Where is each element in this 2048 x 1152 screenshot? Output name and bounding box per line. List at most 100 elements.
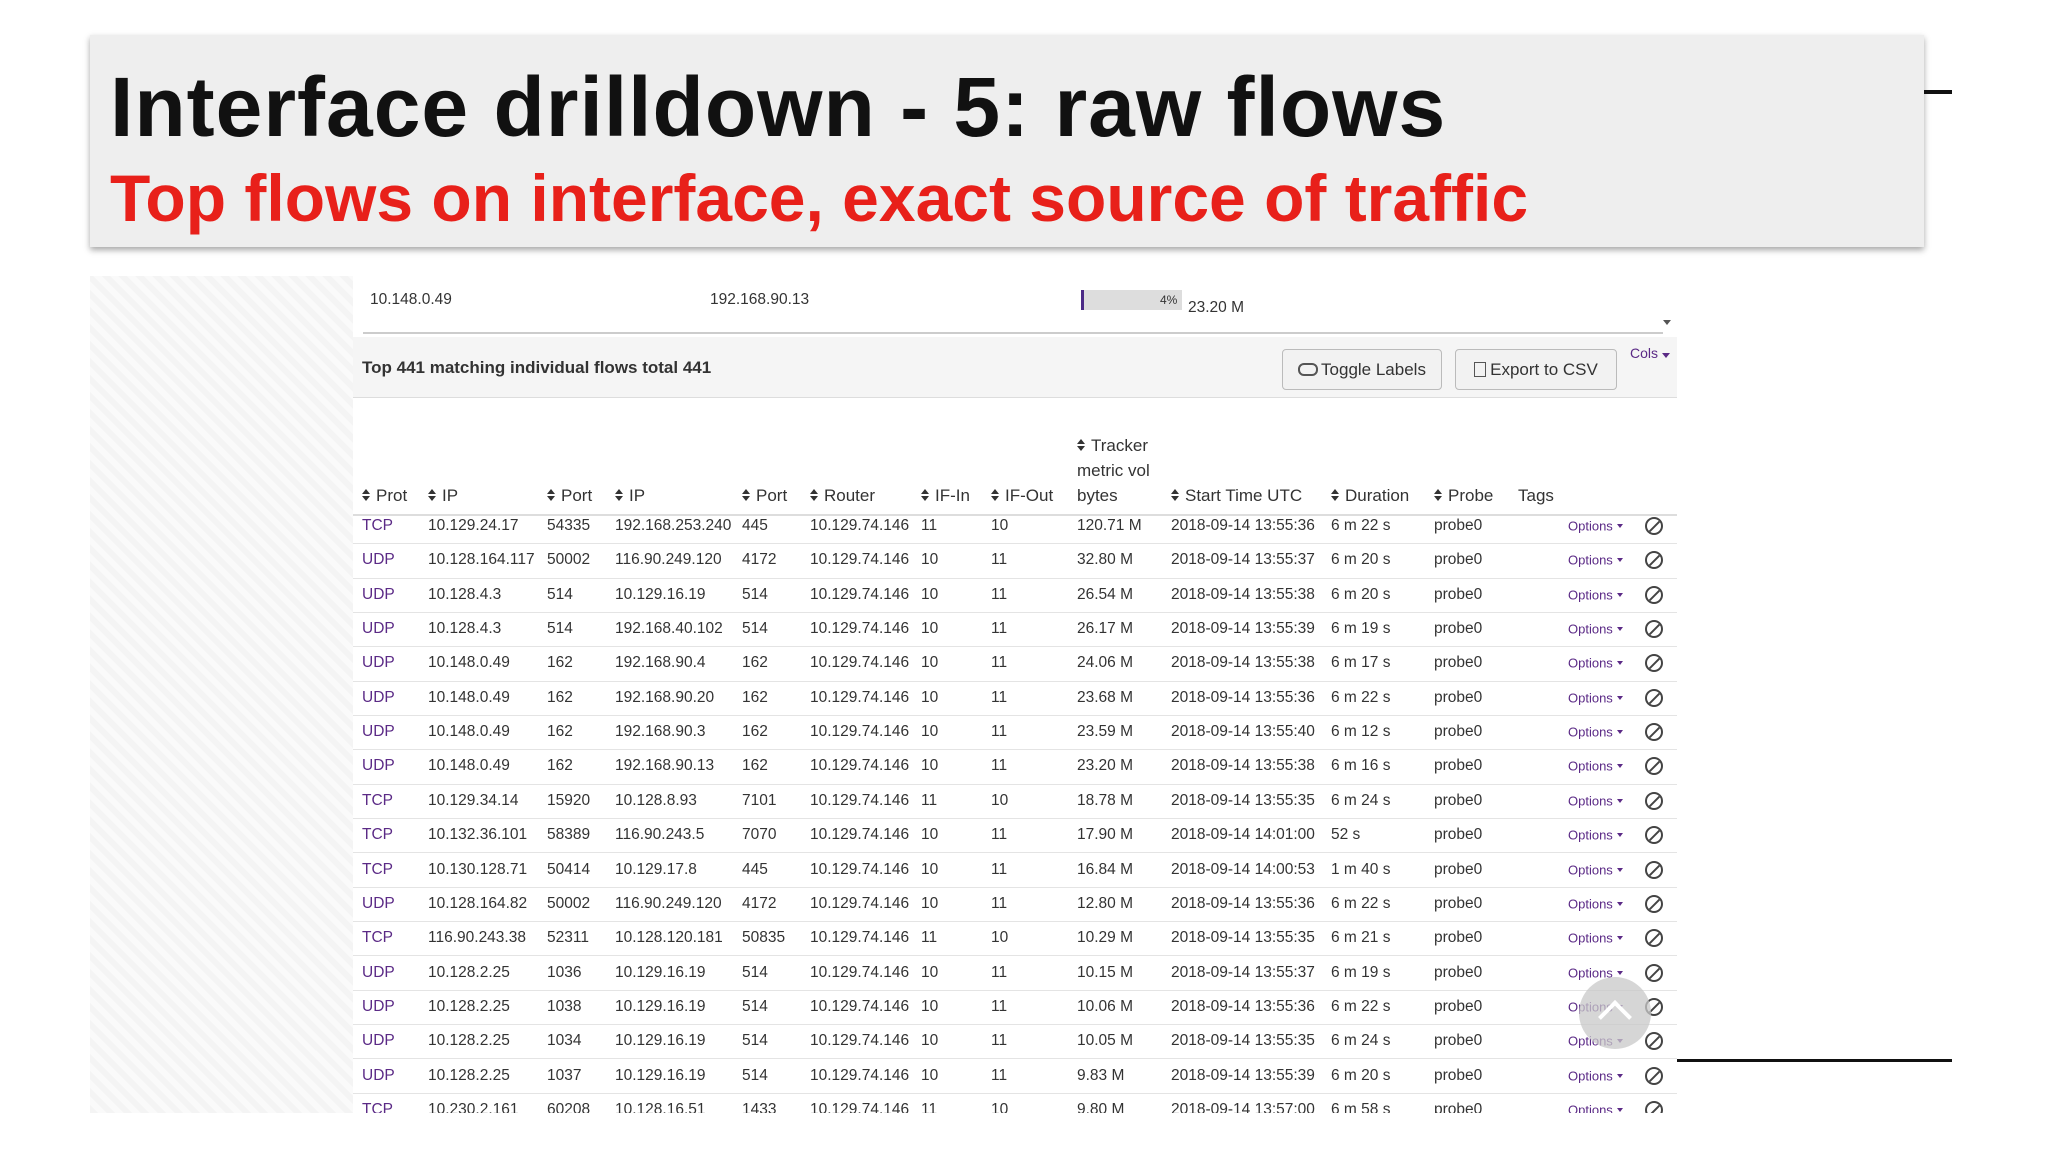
block-icon[interactable]	[1645, 929, 1663, 948]
table-cell[interactable]: UDP	[362, 723, 395, 741]
table-cell[interactable]: UDP	[362, 963, 395, 981]
block-icon[interactable]	[1645, 1066, 1663, 1085]
table-cell[interactable]: UDP	[362, 757, 395, 775]
options-menu[interactable]: Options	[1568, 827, 1613, 843]
column-header[interactable]: Tracker metric vol bytes	[1077, 436, 1150, 505]
table-cell: 11	[991, 551, 1008, 569]
table-cell: 2018-09-14 13:55:37	[1171, 963, 1315, 981]
block-icon[interactable]	[1645, 688, 1663, 707]
column-header[interactable]: Port	[742, 483, 787, 508]
sort-icon	[921, 489, 929, 494]
options-menu[interactable]: Options	[1568, 965, 1613, 981]
block-icon[interactable]	[1645, 585, 1663, 604]
sort-icon	[810, 496, 818, 501]
block-icon[interactable]	[1645, 1032, 1663, 1051]
table-cell[interactable]: UDP	[362, 688, 395, 706]
row-separator	[353, 783, 1677, 785]
bar-value: 23.20 M	[1188, 299, 1245, 316]
block-icon[interactable]	[1645, 860, 1663, 879]
table-cell[interactable]: UDP	[362, 997, 395, 1015]
table-cell[interactable]: TCP	[362, 517, 393, 534]
table-cell: 192.168.90.4	[615, 654, 706, 672]
caret	[1617, 833, 1623, 838]
options-menu[interactable]: Options	[1568, 862, 1613, 877]
block-icon[interactable]	[1645, 894, 1663, 913]
table-cell: 6 m 20 s	[1331, 1066, 1391, 1084]
table-cell: 10.132.36.101	[428, 826, 528, 844]
options-menu[interactable]: Options	[1568, 1102, 1613, 1113]
options-menu[interactable]: Options	[1568, 930, 1613, 946]
column-header[interactable]: IP	[428, 483, 458, 508]
table-cell[interactable]: UDP	[362, 654, 395, 672]
column-header[interactable]: Router	[810, 483, 875, 508]
toggle-labels-button[interactable]: Toggle Labels	[1282, 349, 1442, 390]
column-header[interactable]: Start Time UTC	[1171, 483, 1302, 508]
table-cell: 10.130.128.71	[428, 860, 528, 878]
table-cell: 1037	[547, 1066, 582, 1084]
table-cell[interactable]: TCP	[362, 826, 393, 844]
table-cell: 162	[742, 757, 768, 775]
table-cell: 10.06 M	[1077, 997, 1134, 1015]
table-cell[interactable]: UDP	[362, 1066, 395, 1084]
export-csv-button[interactable]: Export to CSV	[1455, 349, 1617, 390]
block-icon[interactable]	[1645, 963, 1663, 982]
column-header: Tags	[1518, 486, 1554, 505]
table-cell[interactable]: UDP	[362, 620, 395, 638]
column-header[interactable]: IP	[615, 483, 645, 508]
cols-menu[interactable]: Cols	[1630, 345, 1659, 361]
table-cell[interactable]: TCP	[362, 791, 393, 809]
table-cell: 514	[742, 1032, 768, 1050]
table-cell: 2018-09-14 13:55:36	[1171, 894, 1315, 912]
options-menu[interactable]: Options	[1568, 552, 1613, 568]
block-icon[interactable]	[1645, 826, 1663, 845]
table-cell[interactable]: UDP	[362, 894, 395, 912]
row-separator	[353, 543, 1677, 545]
block-icon[interactable]	[1645, 620, 1663, 639]
block-icon[interactable]	[1645, 551, 1663, 570]
table-cell: 10.129.74.146	[810, 1100, 910, 1113]
options-menu[interactable]: Options	[1568, 518, 1613, 534]
options-menu[interactable]: Options	[1568, 793, 1613, 809]
sort-icon	[1171, 489, 1179, 494]
table-cell: 6 m 20 s	[1331, 585, 1391, 603]
block-icon[interactable]	[1645, 791, 1663, 810]
table-cell[interactable]: TCP	[362, 860, 393, 878]
block-icon[interactable]	[1645, 757, 1663, 776]
options-menu[interactable]: Options	[1568, 1068, 1613, 1084]
column-header[interactable]: IF-In	[921, 483, 970, 508]
options-menu[interactable]: Options	[1568, 655, 1613, 671]
table-cell: 11	[991, 585, 1008, 603]
column-header[interactable]: Duration	[1331, 483, 1409, 508]
table-cell: 10.129.74.146	[810, 860, 910, 878]
block-icon[interactable]	[1645, 1100, 1663, 1113]
block-icon[interactable]	[1645, 517, 1663, 535]
block-icon[interactable]	[1645, 723, 1663, 742]
options-menu[interactable]: Options	[1568, 724, 1613, 740]
options-menu[interactable]: Options	[1568, 690, 1613, 706]
table-cell[interactable]: UDP	[362, 551, 395, 569]
table-cell[interactable]: TCP	[362, 929, 393, 947]
scroll-top-button[interactable]	[1579, 977, 1651, 1049]
table-cell: 10.129.74.146	[810, 688, 910, 706]
table-cell[interactable]: UDP	[362, 585, 395, 603]
table-cell: 11	[991, 1032, 1008, 1050]
table-cell: 50002	[547, 551, 591, 569]
column-header[interactable]: Prot	[362, 483, 407, 508]
column-header[interactable]: Port	[547, 483, 592, 508]
options-menu[interactable]: Options	[1568, 621, 1613, 637]
table-cell: 10.148.0.49	[428, 688, 510, 706]
table-cell: 10.129.16.19	[615, 585, 706, 603]
table-cell[interactable]: TCP	[362, 1100, 393, 1113]
table-cell: 10.129.74.146	[810, 757, 910, 775]
table-cell: 11	[991, 757, 1008, 775]
sort-icon	[991, 496, 999, 501]
caret	[1617, 867, 1623, 872]
options-menu[interactable]: Options	[1568, 587, 1613, 603]
options-menu[interactable]: Options	[1568, 758, 1613, 774]
column-header[interactable]: IF-Out	[991, 483, 1053, 508]
column-header[interactable]: Probe	[1434, 483, 1493, 508]
options-menu[interactable]: Options	[1568, 896, 1613, 912]
block-icon[interactable]	[1645, 654, 1663, 673]
table-cell[interactable]: UDP	[362, 1032, 395, 1050]
row-separator	[353, 921, 1677, 923]
